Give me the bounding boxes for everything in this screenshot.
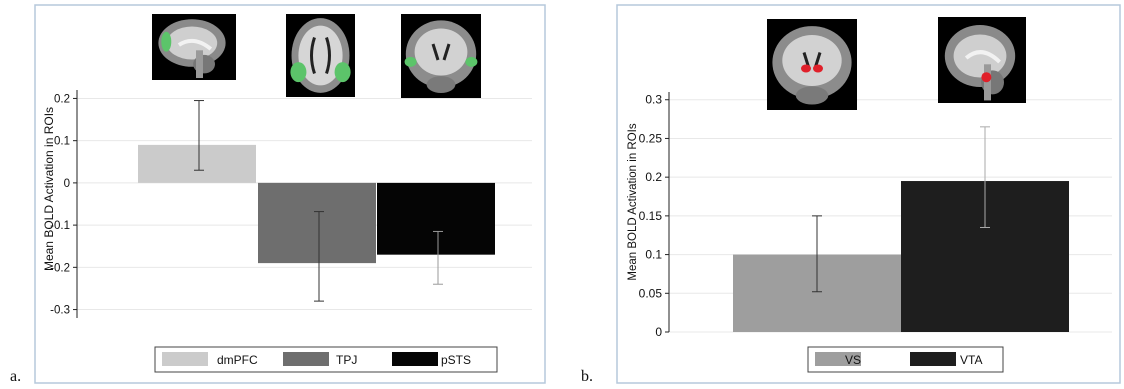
brainstem: [196, 50, 203, 79]
brain-white-matter: [298, 25, 343, 86]
bar-dmpfc: [138, 144, 256, 183]
y-tick-label: 0.2: [54, 93, 70, 105]
chart-panel-b: 0 0.05 0.1 0.15 0.2 0.25 0.3 Mean BOLD Activati…: [581, 4, 1121, 385]
ventricles: [431, 43, 451, 61]
coronal-brain-vs-icon: [767, 19, 857, 110]
roi-overlay: [981, 72, 992, 83]
error-bar-dmpfc: [194, 100, 204, 171]
legend-label-psts: pSTS: [441, 353, 471, 367]
y-tick-label: 0.05: [639, 286, 663, 300]
legend-swatch-tpj: [283, 352, 329, 366]
panel-letter: b.: [581, 368, 593, 385]
legend-label-tpj: TPJ: [336, 353, 357, 367]
corpus-callosum: [964, 50, 1002, 64]
y-axis-label: Mean BOLD Activation in ROIs: [42, 107, 56, 271]
error-bar-psts: [433, 230, 443, 285]
error-bar-tpj: [314, 211, 324, 302]
bar-psts: [377, 182, 495, 255]
y-tick-label: 0.3: [645, 93, 662, 107]
y-tick-label: 0.2: [645, 170, 662, 184]
legend: dmPFC TPJ pSTS: [154, 346, 498, 373]
y-tick-label: -0.2: [50, 262, 70, 274]
y-tick-label: 0.25: [639, 131, 663, 145]
legend-label-dmpfc: dmPFC: [217, 353, 258, 367]
roi-overlay-left: [404, 56, 417, 67]
legend-label-vs: VS: [845, 353, 861, 367]
axial-brain-tpj-icon: [286, 14, 355, 97]
y-tick-label: 0: [655, 325, 662, 339]
roi-overlay-left: [290, 62, 307, 83]
brain-white-matter: [953, 34, 1007, 78]
legend-label-vta: VTA: [960, 353, 982, 367]
roi-overlay-right: [465, 56, 478, 67]
y-tick-label: 0: [64, 178, 70, 190]
brain-white-matter: [166, 26, 218, 60]
error-bar-vs: [812, 215, 822, 293]
brainstem: [984, 64, 991, 101]
sagittal-brain-dmpfc-icon: [152, 14, 236, 80]
y-tick-label: 0.15: [639, 209, 663, 223]
y-tick-label: 0.1: [645, 248, 662, 262]
legend: VS VTA: [807, 346, 1004, 373]
error-bar-vta: [980, 126, 990, 228]
legend-swatch-dmpfc: [162, 352, 208, 366]
legend-swatch-psts: [392, 352, 438, 366]
y-axis-label: Mean BOLD Activation in ROIs: [627, 123, 639, 280]
corpus-callosum: [177, 38, 213, 51]
coronal-brain-psts-icon: [401, 14, 481, 98]
roi-overlay: [161, 31, 172, 52]
ventricles: [310, 37, 331, 74]
roi-overlay-right: [334, 62, 351, 83]
bar-tpj: [258, 182, 376, 264]
y-tick-label: 0.1: [54, 136, 70, 148]
chart-panel-a: 0.2 0.1 0 -0.1 -0.2 -0.3 Mean BOLD Activation …: [10, 4, 546, 385]
legend-swatch-vs: [815, 352, 861, 366]
y-tick-label: -0.3: [50, 305, 70, 317]
sagittal-brain-vta-icon: [938, 17, 1026, 103]
cerebellum: [426, 76, 456, 93]
cerebellum: [795, 86, 829, 105]
roi-overlay-left: [801, 64, 811, 73]
legend-swatch-vta: [910, 352, 956, 366]
brain-white-matter: [414, 28, 468, 76]
y-tick-label: -0.1: [50, 220, 70, 232]
roi-overlay-right: [813, 64, 823, 73]
brain-white-matter: [782, 35, 842, 86]
panel-letter: a.: [10, 368, 21, 385]
